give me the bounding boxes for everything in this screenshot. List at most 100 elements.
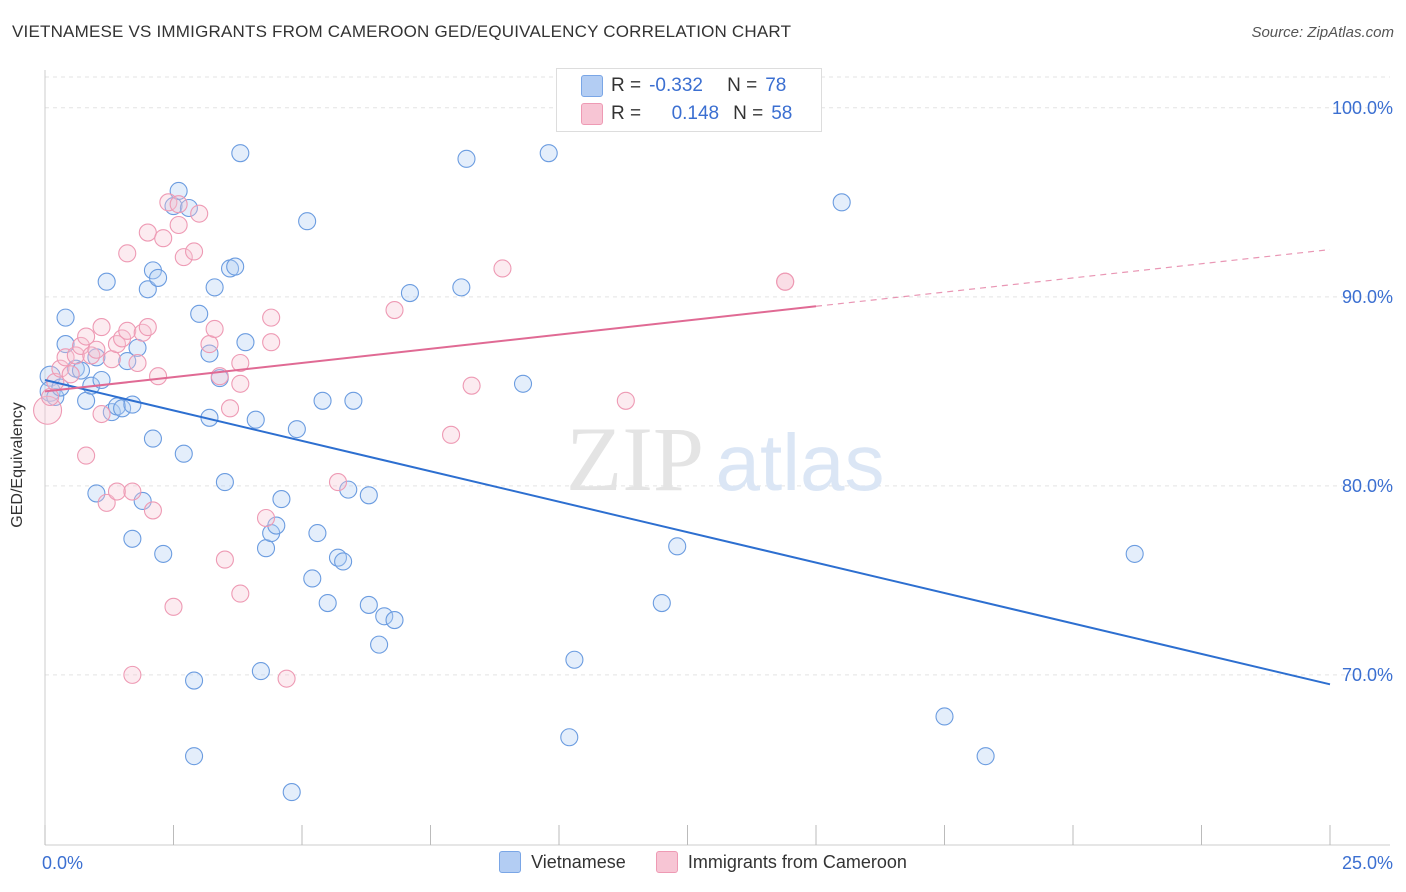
point-cameroon	[442, 425, 461, 444]
legend-label: Immigrants from Cameroon	[687, 851, 907, 872]
point-vietnamese	[272, 490, 291, 509]
stats-n-value: 78	[765, 75, 787, 96]
point-cameroon	[164, 597, 183, 616]
point-vietnamese	[179, 198, 198, 218]
point-vietnamese	[282, 783, 301, 802]
legend-swatch-blue	[499, 851, 522, 873]
point-vietnamese	[935, 707, 954, 726]
point-cameroon	[107, 482, 127, 501]
point-cameroon	[102, 350, 121, 369]
stats-n-label: N =	[733, 103, 764, 124]
point-vietnamese	[539, 144, 558, 163]
axes	[44, 70, 1390, 846]
point-cameroon	[77, 446, 96, 465]
y-tick-label: 100.0%	[1332, 98, 1393, 118]
stats-swatch-pink	[581, 103, 603, 125]
source-label: Source: ZipAtlas.com	[1251, 24, 1394, 41]
trend-line-cameroon	[44, 305, 817, 393]
legend-item-vietnamese[interactable]: Vietnamese	[499, 851, 626, 873]
point-cameroon	[169, 195, 188, 214]
point-vietnamese	[308, 524, 327, 543]
point-cameroon	[190, 204, 209, 223]
point-cameroon	[256, 508, 276, 528]
stats-n-value: 58	[771, 103, 793, 124]
point-vietnamese	[205, 278, 224, 297]
point-cameroon	[174, 248, 193, 267]
point-vietnamese	[344, 391, 363, 410]
point-cameroon	[205, 319, 224, 339]
legend-item-cameroon[interactable]: Immigrants from Cameroon	[655, 851, 907, 873]
point-cameroon	[200, 335, 219, 354]
point-vietnamese	[251, 662, 270, 681]
point-vietnamese	[400, 283, 419, 303]
point-vietnamese	[287, 420, 306, 439]
stats-r-label: R =	[611, 103, 642, 124]
stats-r-value: -0.332	[649, 75, 703, 96]
point-vietnamese	[149, 268, 168, 287]
point-cameroon	[231, 374, 250, 393]
y-tick-label: 80.0%	[1342, 476, 1393, 496]
point-vietnamese	[256, 539, 276, 558]
point-cameroon	[616, 391, 635, 410]
point-cameroon	[154, 229, 173, 248]
stats-swatch-blue	[581, 75, 603, 97]
point-vietnamese	[169, 181, 188, 201]
point-cameroon	[776, 272, 795, 291]
watermark-zip: ZIP	[566, 408, 704, 510]
point-cameroon	[128, 353, 147, 373]
tick-labels: 70.0% 80.0% 90.0% 100.0% 0.0% 25.0%	[42, 98, 1393, 873]
point-cameroon	[231, 584, 250, 603]
y-tick-label: 70.0%	[1342, 665, 1393, 685]
point-vietnamese	[138, 280, 157, 299]
point-vietnamese	[236, 333, 255, 352]
stats-box: R = -0.332 N = 78 R = 0.148 N = 58	[556, 68, 822, 132]
point-cameroon	[385, 301, 404, 320]
point-cameroon	[493, 259, 512, 278]
point-vietnamese	[46, 387, 65, 407]
point-vietnamese	[370, 635, 389, 654]
point-vietnamese	[565, 650, 584, 669]
watermark: ZIP atlas	[566, 408, 884, 510]
point-cameroon	[149, 367, 168, 386]
point-vietnamese	[185, 671, 204, 690]
x-tick-label: 0.0%	[42, 853, 83, 873]
point-cameroon	[87, 340, 106, 359]
point-cameroon	[51, 359, 70, 378]
stats-row-vietnamese: R = -0.332 N = 78	[581, 73, 786, 99]
legend-label: Vietnamese	[531, 851, 626, 872]
point-vietnamese	[56, 308, 75, 327]
point-cameroon	[328, 473, 348, 492]
point-cameroon	[462, 376, 481, 395]
point-vietnamese	[226, 257, 245, 276]
point-cameroon	[262, 308, 281, 327]
point-vietnamese	[267, 516, 286, 535]
point-vietnamese	[303, 569, 322, 588]
point-cameroon	[118, 244, 137, 263]
point-vietnamese	[832, 193, 851, 212]
point-cameroon	[185, 242, 204, 261]
data-points	[33, 98, 1144, 802]
point-vietnamese	[652, 593, 671, 613]
point-cameroon	[169, 215, 188, 235]
point-cameroon	[92, 404, 111, 424]
y-axis-label: GED/Equivalency	[9, 402, 26, 528]
point-vietnamese	[668, 537, 687, 556]
point-cameroon	[220, 399, 240, 418]
point-cameroon	[133, 323, 152, 342]
point-vietnamese	[97, 272, 116, 291]
point-vietnamese	[339, 480, 358, 499]
grid-lines	[45, 76, 1390, 676]
point-cameroon	[123, 665, 142, 684]
point-cameroon	[138, 318, 157, 337]
stats-r-label: R =	[611, 75, 642, 96]
point-vietnamese	[298, 212, 317, 231]
trend-line-cameroon-extension	[815, 248, 1331, 307]
point-vietnamese	[246, 410, 265, 429]
legend-swatch-pink	[655, 851, 678, 873]
point-vietnamese	[215, 473, 234, 492]
chart-title: VIETNAMESE VS IMMIGRANTS FROM CAMEROON G…	[12, 22, 792, 41]
point-vietnamese	[231, 144, 250, 163]
point-cameroon	[138, 223, 157, 242]
point-vietnamese	[190, 304, 209, 323]
stats-n-label: N =	[727, 75, 758, 96]
